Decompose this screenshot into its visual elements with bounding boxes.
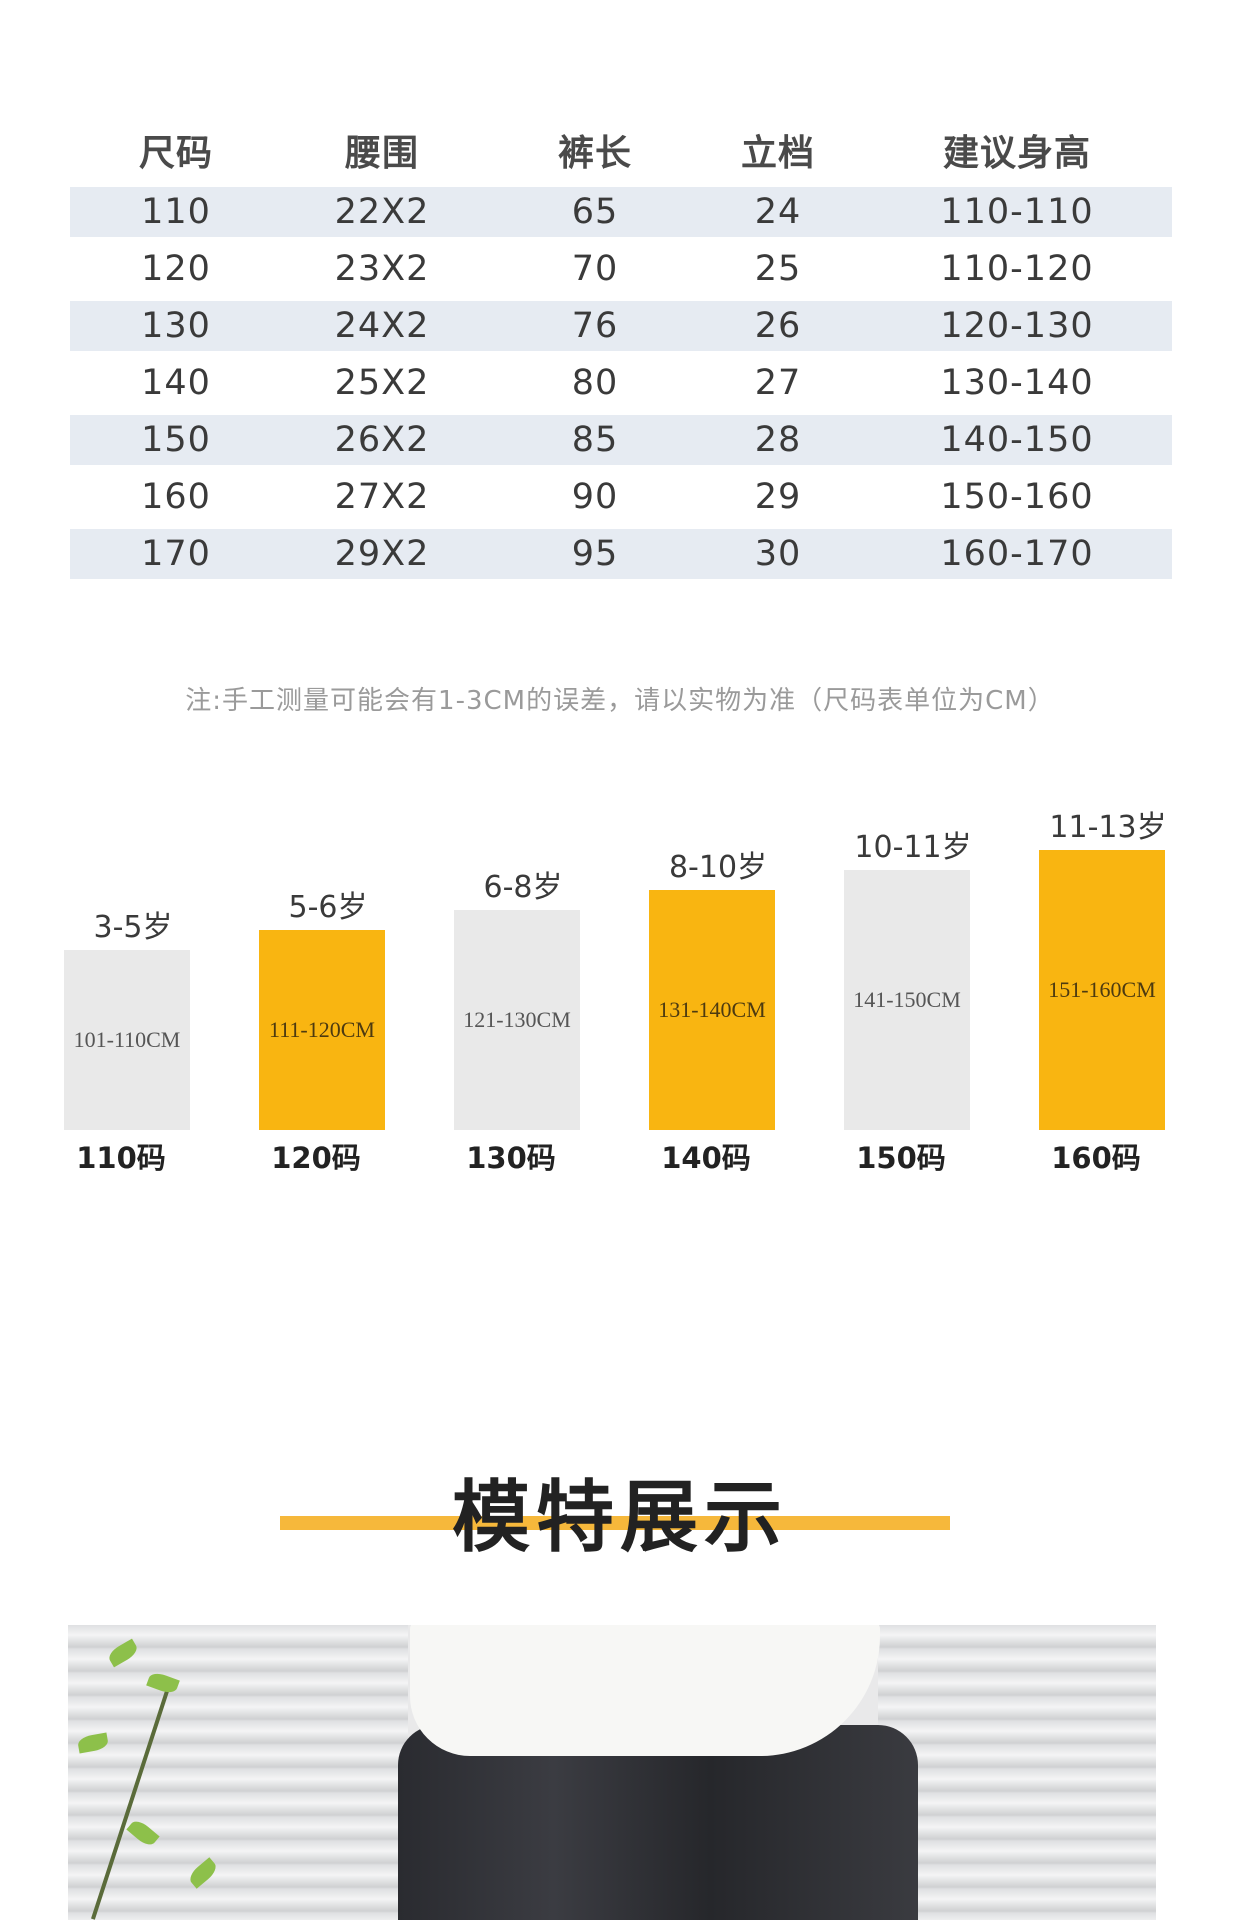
cell-height: 150-160: [940, 477, 1094, 517]
cell-waist: 29X2: [334, 534, 430, 574]
height-chart: 101-110CM 3-5岁 110码 111-120CM 5-6岁 120码 121-13…: [64, 810, 1167, 1175]
cell-length: 90: [571, 477, 619, 517]
cell-waist: 23X2: [334, 249, 430, 289]
height-range-label: 141-150CM: [853, 987, 961, 1012]
cell-size: 150: [141, 420, 211, 460]
cell-rise: 26: [754, 306, 802, 346]
height-bar: 121-130CM: [454, 910, 580, 1130]
cell-waist: 25X2: [334, 363, 430, 403]
cell-size: 120: [141, 249, 211, 289]
window-blinds-left: [68, 1625, 408, 1920]
height-bar: 131-140CM: [649, 890, 775, 1130]
cell-size: 140: [141, 363, 211, 403]
cell-rise: 25: [754, 249, 802, 289]
size-label: 110码: [76, 1141, 166, 1175]
age-label: 3-5岁: [93, 910, 173, 945]
cell-length: 70: [571, 249, 619, 289]
header-height: 建议身高: [942, 133, 1092, 174]
section-title: 模特展示: [451, 1473, 788, 1563]
cell-height: 130-140: [940, 363, 1094, 403]
age-label: 5-6岁: [288, 890, 368, 925]
table-row: 110 22X2 65 24 110-110: [70, 187, 1172, 237]
cell-height: 110-110: [940, 192, 1094, 232]
cell-rise: 29: [754, 477, 802, 517]
cell-waist: 27X2: [334, 477, 430, 517]
size-label: 160码: [1051, 1141, 1141, 1175]
height-range-label: 111-120CM: [269, 1017, 375, 1042]
header-waist: 腰围: [344, 133, 420, 174]
size-table-header: 尺码 腰围 裤长 立档 建议身高: [70, 120, 1172, 180]
cell-waist: 24X2: [334, 306, 430, 346]
cell-length: 80: [571, 363, 619, 403]
size-label: 120码: [271, 1141, 361, 1175]
header-length: 裤长: [557, 133, 633, 174]
age-label: 11-13岁: [1049, 810, 1167, 845]
cell-height: 140-150: [940, 420, 1094, 460]
header-size: 尺码: [138, 133, 214, 174]
cell-length: 65: [571, 192, 619, 232]
cell-rise: 24: [754, 192, 802, 232]
table-row: 120 23X2 70 25 110-120: [70, 244, 1172, 294]
height-range-label: 151-160CM: [1048, 977, 1156, 1002]
size-table: 尺码 腰围 裤长 立档 建议身高 110 22X2 65 24 110-110 …: [70, 120, 1172, 586]
measurement-note: 注:手工测量可能会有1-3CM的误差，请以实物为准（尺码表单位为CM）: [185, 686, 1055, 716]
table-row: 170 29X2 95 30 160-170: [70, 529, 1172, 579]
cell-length: 85: [571, 420, 619, 460]
age-label: 8-10岁: [668, 850, 768, 885]
cell-height: 120-130: [940, 306, 1094, 346]
height-bar: 141-150CM: [844, 870, 970, 1130]
cell-waist: 26X2: [334, 420, 430, 460]
cell-waist: 22X2: [334, 192, 430, 232]
height-bar: 111-120CM: [259, 930, 385, 1130]
size-label: 130码: [466, 1141, 556, 1175]
cell-size: 110: [141, 192, 211, 232]
model-pants: [398, 1725, 918, 1920]
table-row: 150 26X2 85 28 140-150: [70, 415, 1172, 465]
cell-height: 110-120: [940, 249, 1094, 289]
cell-length: 76: [571, 306, 619, 346]
cell-rise: 28: [754, 420, 802, 460]
height-range-label: 101-110CM: [73, 1027, 181, 1052]
cell-rise: 27: [754, 363, 802, 403]
table-row: 160 27X2 90 29 150-160: [70, 472, 1172, 522]
table-row: 130 24X2 76 26 120-130: [70, 301, 1172, 351]
age-label: 10-11岁: [854, 830, 972, 865]
cell-height: 160-170: [940, 534, 1094, 574]
header-rise: 立档: [740, 133, 816, 174]
model-photo: [68, 1625, 1156, 1920]
size-label: 140码: [661, 1141, 751, 1175]
cell-size: 160: [141, 477, 211, 517]
height-range-label: 131-140CM: [658, 997, 766, 1022]
table-row: 140 25X2 80 27 130-140: [70, 358, 1172, 408]
cell-size: 130: [141, 306, 211, 346]
age-label: 6-8岁: [483, 870, 563, 905]
size-label: 150码: [856, 1141, 946, 1175]
height-bar: 151-160CM: [1039, 850, 1165, 1130]
height-range-label: 121-130CM: [463, 1007, 571, 1032]
cell-rise: 30: [754, 534, 802, 574]
window-blinds-right: [878, 1625, 1156, 1920]
cell-length: 95: [571, 534, 619, 574]
cell-size: 170: [141, 534, 211, 574]
model-shirt: [410, 1625, 880, 1756]
title-underline: [280, 1516, 950, 1530]
height-bar: 101-110CM: [64, 950, 190, 1130]
